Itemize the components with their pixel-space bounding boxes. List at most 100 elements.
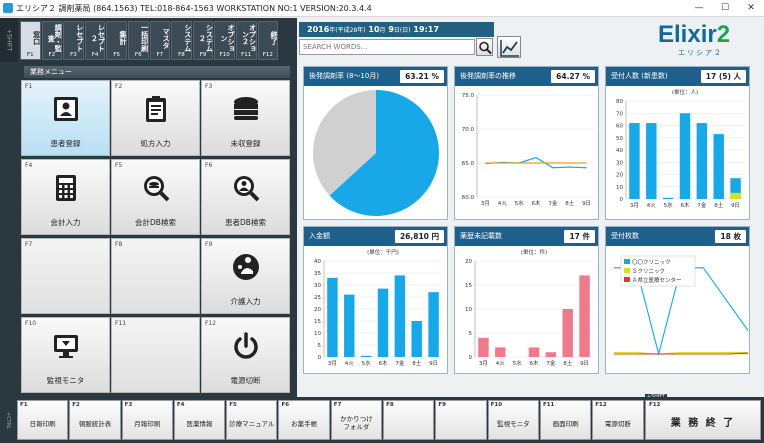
person-search-icon xyxy=(234,176,260,202)
x-tick-label: 8土 xyxy=(563,359,572,367)
fkey-label: 電源切断 xyxy=(604,420,631,428)
bar xyxy=(545,352,557,357)
new-patient-bar xyxy=(730,192,741,199)
bar xyxy=(528,347,540,357)
bottom-fkey-f3[interactable]: F3 月報印刷 xyxy=(121,400,173,440)
date-bar: 2016年(平成28年) 10月 9日(日) 19:17 xyxy=(299,22,494,37)
menu-tile-f3[interactable]: F3 未収登録 xyxy=(201,80,290,156)
x-tick-label: 3月 xyxy=(481,200,490,207)
fkey-number: F1 xyxy=(20,402,28,408)
date-era: 平成28年 xyxy=(337,27,364,34)
top-fkey-f12[interactable]: 終了 F12 xyxy=(257,21,279,60)
legend-swatch xyxy=(624,277,630,282)
generic-trend-card: 後発調剤率の推移 64.27 % 75.0 70.0 65.0 60.0 3月 4火 5水 6木… xyxy=(454,66,599,220)
minimize-button[interactable]: — xyxy=(694,3,704,13)
fkey-number: F12 xyxy=(595,402,607,408)
tile-label: 処方入力 xyxy=(140,139,171,148)
top-fkey-f8[interactable]: システム F8 xyxy=(171,21,192,60)
fkey-number: F2 xyxy=(72,402,80,408)
trend-series-line xyxy=(485,156,587,169)
trend-chart-button[interactable] xyxy=(497,36,521,58)
bottom-fkey-f12[interactable]: F12 電源切断 xyxy=(592,400,644,440)
bottom-fkey-f9[interactable]: F9 xyxy=(435,400,487,440)
close-button[interactable]: ✕ xyxy=(747,3,755,13)
menu-tile-f2[interactable]: F2 処方入力 xyxy=(111,80,200,156)
sheets-card: 受付枚数 18 枚 〇〇クリニック Ｓクリニック Ａ県立医療センター xyxy=(605,226,750,374)
unit-label: (単位：千円) xyxy=(367,248,399,256)
x-tick-label: 8土 xyxy=(565,199,574,207)
fkey-number: F9 xyxy=(199,52,207,58)
top-fkey-f9[interactable]: システム２ F9 xyxy=(192,21,214,60)
top-fkey-f3[interactable]: レセプト F3 xyxy=(63,21,84,60)
menu-grid: F1 患者登録 F2 処方入力 F3 未収登録 F4 会計入力 F5 会計DB検索 F6 患者DB検索… xyxy=(21,80,291,393)
unrecorded-card: 薬歴未記載数 17 件 (単位：件) 20 15 10 5 0 3月 4火 5水 6木 7金 8土 9日 xyxy=(454,226,599,374)
menu-tile-f8[interactable]: F8 xyxy=(111,238,200,314)
legend-entry: 〇〇クリニック xyxy=(632,259,671,266)
y-tick-label: 10 xyxy=(616,185,623,191)
tile-fkey: F10 xyxy=(25,320,37,327)
y-tick-label: 70 xyxy=(616,111,623,117)
menu-tile-f1[interactable]: F1 患者登録 xyxy=(21,80,110,156)
x-tick-label: 9日 xyxy=(731,202,740,209)
y-tick-label: 50 xyxy=(616,136,623,142)
fkey-label: お薬手帳 xyxy=(291,420,318,428)
fkey-label: オプション２ xyxy=(241,24,257,52)
y-tick-label: 60.0 xyxy=(462,195,475,201)
x-tick-label: 4火 xyxy=(498,201,507,207)
date-day: 9 xyxy=(388,25,394,34)
menu-tile-f7[interactable]: F7 xyxy=(21,238,110,314)
top-fkey-f5[interactable]: 集計 F5 xyxy=(106,21,127,60)
fkey-number: F8 xyxy=(386,402,394,408)
bottom-fkey-f2[interactable]: F2 頓服統計表 xyxy=(69,400,121,440)
menu-tile-f11[interactable]: F11 xyxy=(111,317,200,393)
bar xyxy=(394,275,406,357)
search-button[interactable] xyxy=(476,38,493,56)
bottom-fkey-f8[interactable]: F8 xyxy=(383,400,435,440)
menu-tile-f6[interactable]: F6 患者DB検索 xyxy=(201,159,290,235)
fkey-label: 監視モニタ xyxy=(497,420,530,428)
bottom-function-keys: F1 日報印刷 F2 頓服統計表 F3 月報印刷 F4 医薬情報 F5 診療マニュアル F6 お薬手帳… xyxy=(17,400,644,440)
card-value: 26,810 円 xyxy=(394,230,444,243)
top-fkey-f6[interactable]: 一括印刷 F6 xyxy=(127,21,149,60)
top-fkey-f10[interactable]: オプション F10 xyxy=(214,21,235,60)
bottom-fkey-f5[interactable]: F5 診療マニュアル xyxy=(226,400,278,440)
bottom-fkey-f1[interactable]: F1 日報印刷 xyxy=(17,400,69,440)
bar xyxy=(713,134,724,199)
bottom-fkey-f6[interactable]: F6 お薬手帳 xyxy=(278,400,330,440)
fkey-number: F11 xyxy=(241,52,252,58)
y-tick-label: 30 xyxy=(314,283,321,289)
x-tick-label: 7金 xyxy=(697,201,706,209)
x-tick-label: 5水 xyxy=(515,199,524,207)
card-title: 後発調剤率の推移 xyxy=(460,72,516,80)
maximize-button[interactable]: ☐ xyxy=(720,3,730,13)
bottom-fkey-f4[interactable]: F4 医薬情報 xyxy=(173,400,226,440)
menu-tile-f9[interactable]: F9 介護入力 xyxy=(201,238,290,314)
y-tick-label: 20 xyxy=(465,259,472,265)
fkey-number: F9 xyxy=(438,402,446,408)
top-fkey-f7[interactable]: マスタ F7 xyxy=(149,21,171,60)
menu-tile-f4[interactable]: F4 会計入力 xyxy=(21,159,110,235)
bar xyxy=(696,123,708,199)
monitor-icon xyxy=(54,335,78,358)
fkey-label: 一括印刷 xyxy=(140,24,149,52)
y-tick-label: 30 xyxy=(616,160,623,166)
date-month: 10 xyxy=(368,25,380,34)
fkey-label: 診療マニュアル xyxy=(229,420,275,428)
menu-tile-f10[interactable]: F10 監視モニタ xyxy=(21,317,110,393)
top-fkey-f4[interactable]: レセプト２ F4 xyxy=(84,21,106,60)
bottom-fkey-f7[interactable]: F7 かかりつけ フォルダ xyxy=(330,400,383,440)
bar xyxy=(562,309,573,357)
coins-icon xyxy=(234,97,258,120)
top-fkey-f11[interactable]: オプション２ F11 xyxy=(235,21,257,60)
top-fkey-f1[interactable]: 窓口 F1 xyxy=(20,21,41,60)
x-tick-label: 8土 xyxy=(714,201,723,209)
card-value: 17 件 xyxy=(564,230,595,243)
search-input[interactable] xyxy=(299,39,475,55)
card-title: 受付人数 (新患数) xyxy=(611,72,668,80)
menu-tile-f12[interactable]: F12 電源切断 xyxy=(201,317,290,393)
top-fkey-f2[interactable]: 調剤・監査 F2 xyxy=(41,21,63,60)
menu-tile-f5[interactable]: F5 会計DB検索 xyxy=(111,159,200,235)
end-business-button[interactable]: F12 業 務 終 了 xyxy=(645,400,761,440)
bottom-fkey-f11[interactable]: F11 画面印刷 xyxy=(539,400,592,440)
bottom-fkey-f10[interactable]: F10 監視モニタ xyxy=(487,400,539,440)
